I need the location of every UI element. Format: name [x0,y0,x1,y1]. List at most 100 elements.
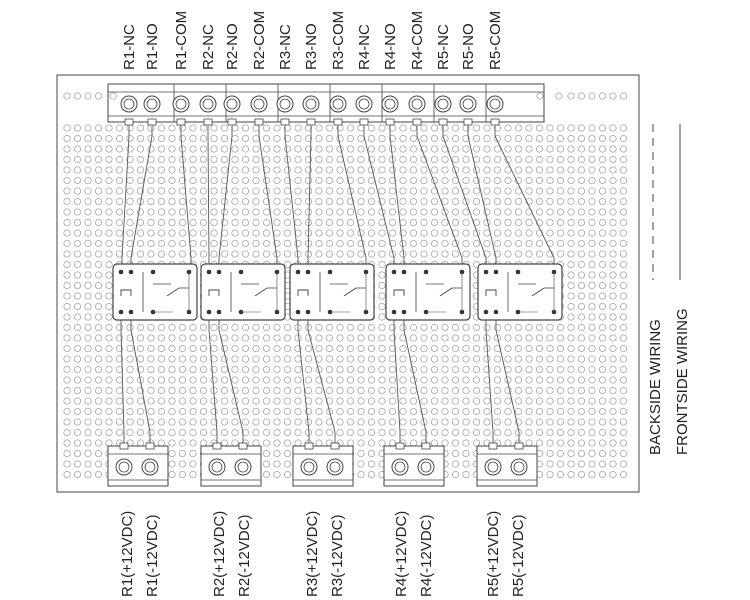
board-hole [462,250,470,258]
board-hole [115,197,124,206]
board-hole [388,176,397,185]
board-hole [493,428,502,437]
board-hole [409,418,418,426]
board-hole [273,134,281,143]
board-hole [598,365,607,374]
board-hole [336,250,344,258]
board-hole [546,470,554,479]
board-hole [73,334,82,342]
board-hole [94,218,103,227]
board-hole [619,449,628,458]
board-hole [157,428,166,437]
board-hole [126,344,134,353]
board-hole [84,155,92,164]
board-hole [147,239,155,248]
board-hole [388,386,397,395]
board-hole [609,397,617,405]
board-hole [598,386,607,395]
board-hole [462,239,470,248]
board-hole [157,176,166,185]
board-hole [619,92,628,100]
board-hole [136,344,145,353]
board-hole [619,208,628,216]
board-hole [588,229,596,237]
board-hole [409,323,418,332]
board-hole [294,397,302,405]
bottom-terminal-block [292,442,354,487]
board-hole [105,365,113,374]
board-hole [241,397,250,405]
board-hole [525,229,533,237]
board-hole [619,229,628,237]
board-hole [378,187,386,195]
board-hole [451,386,460,395]
board-hole [220,386,229,395]
board-hole [273,218,281,227]
board-hole [567,292,575,300]
board-hole [136,208,145,216]
board-hole [178,239,187,248]
board-hole [105,376,113,384]
bottom-terminal-label: R4(-12VDC) [418,514,435,597]
board-hole [231,365,239,374]
board-hole [115,344,124,353]
board-hole [189,365,197,374]
board-hole [94,197,103,206]
board-hole [241,229,250,237]
board-hole [94,271,103,279]
board-hole [178,218,187,227]
board-hole [378,281,386,290]
board-hole [273,323,281,332]
board-hole [598,166,607,174]
board-hole [115,218,124,227]
relay-module [289,263,375,321]
board-hole [567,407,575,416]
board-hole [304,344,313,353]
board-hole [388,418,397,426]
board-hole [346,145,355,153]
board-hole [451,428,460,437]
board-hole [546,460,554,468]
board-hole [357,250,365,258]
board-hole [556,239,565,248]
backside-wiring-label: BACKSIDE WIRING [647,319,664,455]
board-hole [546,124,554,132]
board-hole [105,271,113,279]
board-hole [367,376,376,384]
bottom-terminal-block [476,442,538,487]
board-hole [619,292,628,300]
board-hole [567,418,575,426]
board-hole [294,386,302,395]
board-hole [84,313,92,321]
board-hole [115,418,124,426]
board-hole [63,334,71,342]
board-hole [147,208,155,216]
board-hole [556,166,565,174]
board-hole [619,365,628,374]
board-hole [294,197,302,206]
board-hole [388,197,397,206]
board-hole [252,218,260,227]
board-hole [556,449,565,458]
board-hole [609,239,617,248]
board-hole [577,271,586,279]
board-hole [178,176,187,185]
board-hole [63,155,71,164]
board-hole [567,134,575,143]
board-hole [105,145,113,153]
board-hole [336,218,344,227]
board-hole [430,145,439,153]
board-hole [241,365,250,374]
board-hole [399,208,407,216]
board-hole [63,260,71,269]
board-hole [336,386,344,395]
board-hole [577,229,586,237]
board-hole [546,355,554,363]
board-hole [325,176,334,185]
top-terminal-label: R3-NC [277,24,294,70]
board-hole [147,407,155,416]
board-hole [63,145,71,153]
board-hole [252,145,260,153]
board-hole [441,176,449,185]
board-hole [241,428,250,437]
